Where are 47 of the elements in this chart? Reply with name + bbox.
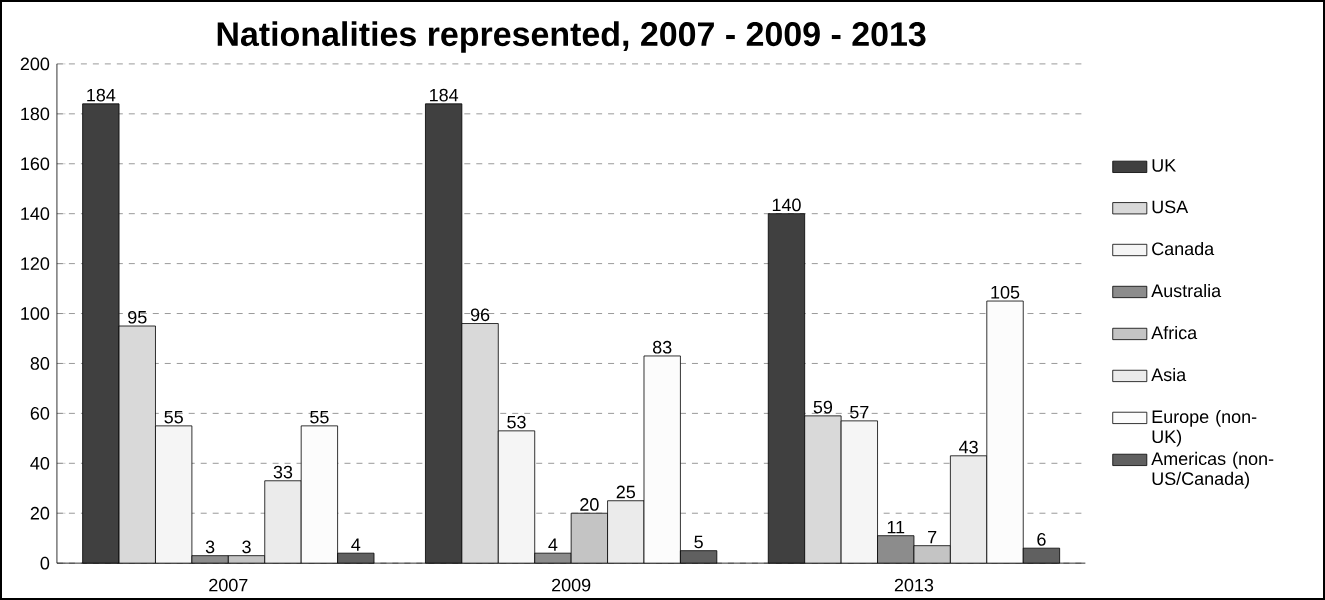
data-label: 184 bbox=[430, 88, 459, 102]
data-label: 55 bbox=[310, 410, 329, 424]
y-tick-label: 180 bbox=[21, 107, 50, 121]
data-label: 57 bbox=[850, 405, 869, 419]
x-tick-label: 2007 bbox=[209, 578, 248, 592]
y-tick-label: 120 bbox=[21, 257, 50, 270]
y-tick-label: 20 bbox=[30, 506, 50, 520]
data-label: 184 bbox=[87, 88, 116, 102]
data-label: 43 bbox=[959, 440, 978, 454]
data-label: 11 bbox=[887, 520, 905, 534]
x-tick-label: 2013 bbox=[894, 578, 934, 592]
legend-label: USA bbox=[1152, 200, 1189, 214]
data-label: 4 bbox=[548, 538, 558, 551]
y-tick-label: 80 bbox=[30, 357, 50, 370]
y-tick-label: 40 bbox=[30, 456, 50, 470]
legend-label: Asia bbox=[1151, 367, 1187, 382]
legend-label: Americas (non-US/Canada) bbox=[1151, 451, 1274, 489]
legend-label: UK bbox=[1152, 159, 1176, 172]
data-label: 5 bbox=[694, 535, 703, 549]
data-label: 7 bbox=[928, 530, 937, 544]
data-label: 55 bbox=[164, 410, 183, 424]
y-tick-label: 160 bbox=[21, 157, 50, 171]
data-label: 83 bbox=[652, 340, 672, 354]
legend-label: Canada bbox=[1152, 241, 1215, 256]
data-label: 3 bbox=[205, 540, 215, 554]
data-label: 25 bbox=[616, 485, 636, 499]
y-tick-label: 140 bbox=[21, 207, 50, 221]
legend-label: Australia bbox=[1151, 283, 1222, 298]
y-tick-label: 100 bbox=[21, 307, 50, 320]
legend-label: Europe (non-UK) bbox=[1152, 409, 1257, 447]
data-label: 6 bbox=[1037, 533, 1046, 546]
y-tick-label: 200 bbox=[20, 57, 50, 71]
legend-label: Africa bbox=[1151, 325, 1198, 340]
x-tick-label: 2009 bbox=[552, 578, 591, 592]
data-label: 4 bbox=[351, 538, 361, 551]
chart-title: Nationalities represented, 2007 - 2009 - 2013 bbox=[217, 21, 926, 53]
y-tick-label: 60 bbox=[30, 406, 50, 420]
data-label: 3 bbox=[242, 540, 251, 554]
y-tick-label: 0 bbox=[40, 556, 50, 570]
data-label: 140 bbox=[772, 198, 801, 212]
data-label: 105 bbox=[991, 285, 1020, 299]
data-label: 59 bbox=[813, 400, 833, 414]
data-label: 96 bbox=[470, 308, 490, 322]
data-label: 33 bbox=[273, 465, 293, 479]
data-label: 20 bbox=[580, 498, 599, 511]
data-label: 95 bbox=[128, 310, 147, 324]
data-label: 53 bbox=[507, 415, 526, 429]
